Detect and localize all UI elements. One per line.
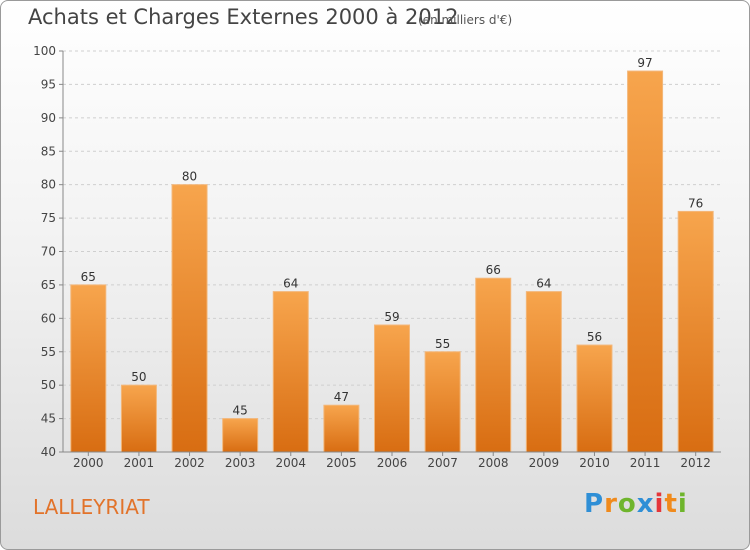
bar (576, 344, 613, 453)
y-tick-label: 55 (41, 345, 56, 359)
data-label: 97 (637, 56, 652, 70)
chart-subtitle: (en milliers d'€) (418, 13, 513, 27)
data-label: 47 (334, 390, 349, 404)
y-tick-label: 60 (41, 311, 56, 325)
bar (677, 210, 714, 453)
y-tick-label: 45 (41, 412, 56, 426)
proxiti-logo: Proxiti (584, 489, 688, 519)
city-name: LALLEYRIAT (33, 495, 150, 519)
bar (171, 184, 208, 453)
x-tick-label: 2005 (326, 456, 357, 470)
y-tick-label: 75 (41, 211, 56, 225)
x-tick-label: 2011 (630, 456, 661, 470)
data-label: 45 (233, 404, 248, 418)
y-axis-labels: 40 45 50 55 60 65 70 75 80 85 90 95 100 (33, 44, 56, 459)
y-tick-label: 65 (41, 278, 56, 292)
bar (627, 70, 664, 453)
bar (222, 418, 259, 453)
data-label: 56 (587, 330, 602, 344)
x-tick-label: 2002 (174, 456, 205, 470)
y-tick-label: 95 (41, 77, 56, 91)
data-label: 76 (688, 196, 703, 210)
x-tick-label: 2012 (680, 456, 711, 470)
y-tick-label: 80 (41, 178, 56, 192)
data-label: 80 (182, 170, 197, 184)
data-label: 64 (283, 277, 298, 291)
y-tick-label: 70 (41, 245, 56, 259)
bar (424, 351, 461, 453)
x-tick-label: 2007 (427, 456, 458, 470)
y-tick-label: 100 (33, 44, 56, 58)
data-label: 50 (131, 370, 146, 384)
y-tick-label: 40 (41, 445, 56, 459)
data-label: 55 (435, 337, 450, 351)
bar (323, 404, 360, 453)
x-tick-label: 2009 (529, 456, 560, 470)
x-tick-label: 2003 (225, 456, 256, 470)
x-tick-label: 2006 (377, 456, 408, 470)
bar (374, 324, 410, 453)
bar (475, 277, 512, 453)
bars: 65 50 80 45 64 47 59 55 66 64 56 97 76 (70, 56, 714, 453)
data-label: 64 (536, 277, 551, 291)
x-tick-label: 2008 (478, 456, 509, 470)
chart-title: Achats et Charges Externes 2000 à 2012 (28, 5, 459, 29)
x-tick-label: 2000 (73, 456, 104, 470)
bar (525, 291, 562, 453)
x-axis-labels: 2000 2001 2002 2003 2004 2005 2006 2007 2008 2009… (73, 452, 711, 470)
x-tick-label: 2010 (579, 456, 610, 470)
x-tick-label: 2004 (275, 456, 306, 470)
bar (70, 284, 107, 453)
data-label: 66 (486, 263, 501, 277)
bar (272, 291, 309, 453)
y-tick-label: 90 (41, 111, 56, 125)
y-tick-label: 85 (41, 144, 56, 158)
y-tick-label: 50 (41, 378, 56, 392)
x-tick-label: 2001 (124, 456, 155, 470)
axes (62, 51, 721, 453)
data-label: 65 (81, 270, 96, 284)
bar (120, 384, 157, 453)
data-label: 59 (384, 310, 399, 324)
